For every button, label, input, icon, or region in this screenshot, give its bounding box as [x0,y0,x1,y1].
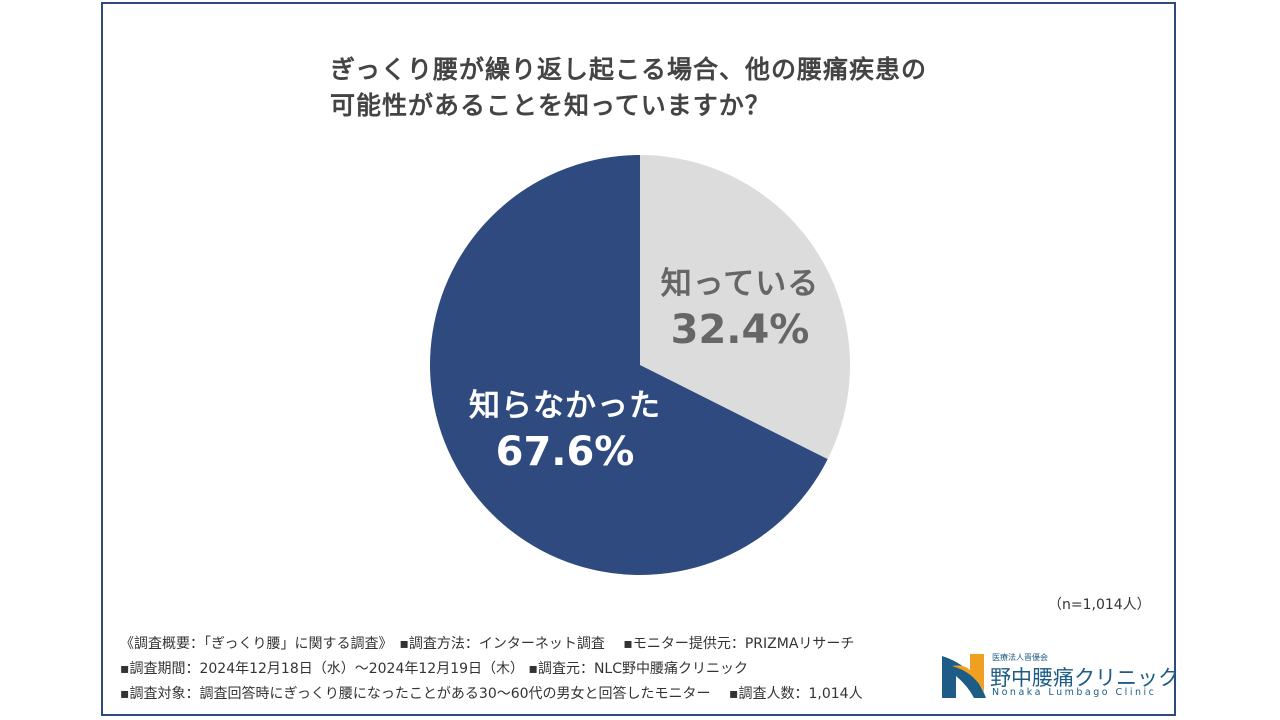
clinic-logo-mark-icon [942,654,986,698]
survey-note-1: 《調査概要：「ぎっくり腰」に関する調査》 ▪調査方法：インターネット調査 ▪モニ… [120,636,855,652]
pie-slice-unknown [430,155,828,575]
slice-category-unknown: 知らなかった [469,388,661,424]
chart-title: ぎっくり腰が繰り返し起こる場合、他の腰痛疾患の 可能性があることを知っていますか… [330,52,927,124]
clinic-logo-name: 野中腰痛クリニック [990,666,1179,690]
chart-title-line-2: 可能性があることを知っていますか？ [330,91,771,120]
chart-frame [101,2,1176,716]
clinic-logo-english: Nonaka Lumbago Clinic [992,687,1157,698]
pie-slice-known [640,155,850,460]
slice-label-unknown: 知らなかった 67.6% [445,380,685,475]
slice-label-known: 知っている 32.4% [640,258,840,353]
clinic-logo-subtitle: 医療法人晋優会 [992,653,1048,662]
chart-title-line-1: ぎっくり腰が繰り返し起こる場合、他の腰痛疾患の [330,55,928,84]
slice-category-known: 知っている [660,266,820,302]
slice-percent-unknown: 67.6% [495,429,635,475]
survey-note-3: ▪調査対象：調査回答時にぎっくり腰になったことがある30～60代の男女と回答した… [120,686,863,702]
survey-note-2: ▪調査期間：2024年12月18日（水）～2024年12月19日（木） ▪調査元… [120,661,748,677]
clinic-logo: 医療法人晋優会 野中腰痛クリニック Nonaka Lumbago Clinic [940,652,1179,700]
survey-notes: 《調査概要：「ぎっくり腰」に関する調査》 ▪調査方法：インターネット調査 ▪モニ… [120,632,863,707]
sample-size: （n=1,014人） [1048,597,1151,613]
slice-percent-known: 32.4% [670,307,810,353]
